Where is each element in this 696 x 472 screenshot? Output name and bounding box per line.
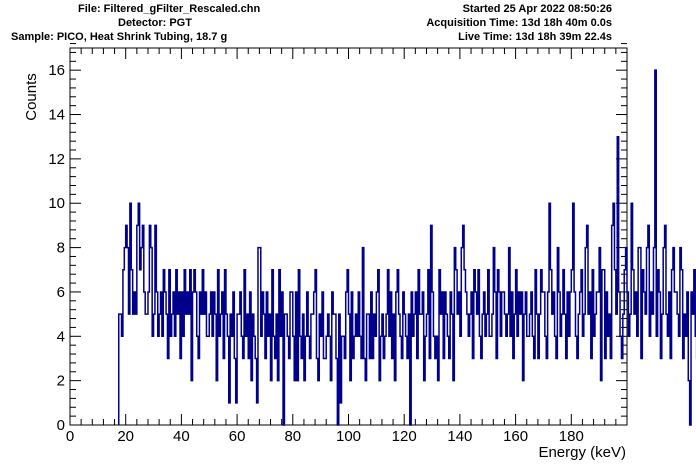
x-tick-label: 180 — [559, 428, 584, 445]
x-tick-label: 40 — [173, 428, 190, 445]
y-tick-label: 8 — [57, 240, 65, 257]
start-timestamp: Started 25 Apr 2022 08:50:26 — [462, 3, 612, 15]
x-tick-label: 0 — [66, 428, 74, 445]
y-tick-label: 2 — [57, 373, 65, 390]
sample-description: Sample: PICO, Heat Shrink Tubing, 18.7 g — [11, 31, 228, 43]
y-tick-label: 10 — [48, 195, 65, 212]
detector-name: Detector: PGT — [118, 17, 192, 29]
spectrum-line — [117, 69, 696, 426]
x-tick-label: 120 — [392, 428, 417, 445]
y-axis-label: Counts — [23, 73, 40, 121]
y-tick-label: 4 — [57, 328, 65, 345]
live-time: Live Time: 13d 18h 39m 22.4s — [458, 31, 612, 43]
y-tick-label: 0 — [57, 417, 65, 434]
x-tick-label: 160 — [503, 428, 528, 445]
y-tick-label: 12 — [48, 151, 65, 168]
plot-frame — [69, 47, 628, 426]
x-tick-label: 100 — [336, 428, 361, 445]
axis-ticks: 0 20 40 60 80 100 120 140 160 180 0 2 4 6 8 10 12 14 16 — [48, 43, 628, 445]
acquisition-time: Acquisition Time: 13d 18h 40m 0.0s — [426, 17, 612, 29]
x-tick-label: 20 — [117, 428, 134, 445]
x-axis-label: Energy (keV) — [538, 444, 626, 461]
file-name: File: Filtered_gFilter_Rescaled.chn — [78, 3, 261, 15]
y-tick-label: 14 — [48, 107, 65, 124]
y-tick-label: 6 — [57, 284, 65, 301]
x-tick-label: 80 — [284, 428, 301, 445]
x-tick-label: 60 — [229, 428, 246, 445]
x-tick-label: 140 — [447, 428, 472, 445]
y-tick-label: 16 — [48, 62, 65, 79]
